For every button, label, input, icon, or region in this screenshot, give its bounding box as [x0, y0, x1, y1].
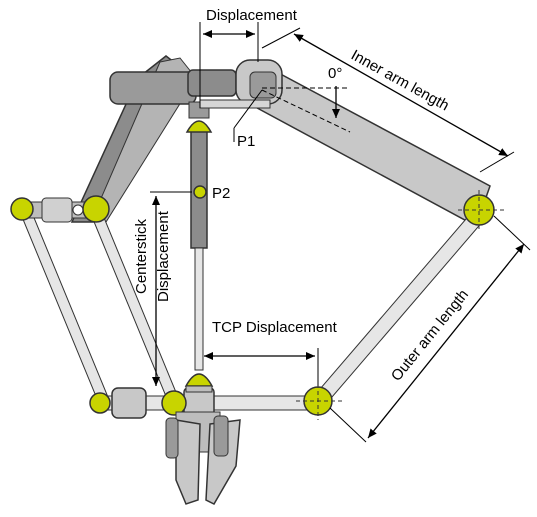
p1-bar	[199, 99, 271, 109]
tcp-displacement-dimension	[204, 348, 319, 386]
left-lower-joint-outer	[89, 392, 111, 414]
inner-arm-motor-pivot	[235, 59, 283, 105]
displacement-label: Displacement	[206, 7, 298, 24]
centerstick-label-line1: Centerstick	[133, 218, 150, 294]
inner-arm-length-label: Inner arm length	[348, 47, 452, 115]
angle-label: 0°	[328, 65, 342, 82]
centerstick-dimension	[150, 191, 192, 386]
left-lower-joint-inner	[161, 390, 187, 416]
centerstick	[188, 101, 210, 371]
p1-label: P1	[237, 133, 255, 150]
gripper	[165, 411, 241, 505]
left-base-block	[109, 69, 237, 105]
left-upper-joint-inner	[82, 195, 110, 223]
p2-label: P2	[212, 185, 230, 202]
left-upper-joint-outer	[10, 197, 34, 221]
tcp-displacement-label: TCP Displacement	[212, 319, 338, 336]
p2-point	[193, 185, 207, 199]
centerstick-label-line2: Displacement	[155, 210, 172, 302]
centerstick-lower-joint	[184, 373, 214, 387]
angle-indicator	[261, 86, 351, 133]
displacement-dimension	[199, 22, 259, 108]
lower-platform	[101, 387, 315, 419]
centerstick-upper-joint	[185, 120, 213, 133]
outer-arm-length-dimension	[329, 215, 531, 443]
inner-arm-length-dimension	[261, 27, 515, 173]
